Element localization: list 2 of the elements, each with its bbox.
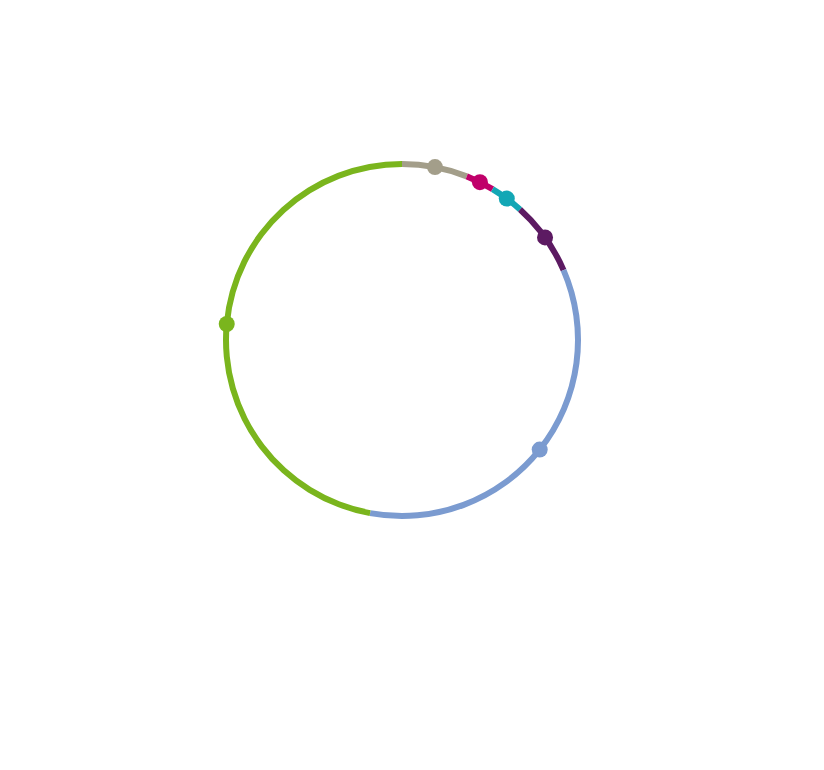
donut-slice bbox=[369, 268, 581, 519]
donut-slice bbox=[223, 161, 402, 517]
